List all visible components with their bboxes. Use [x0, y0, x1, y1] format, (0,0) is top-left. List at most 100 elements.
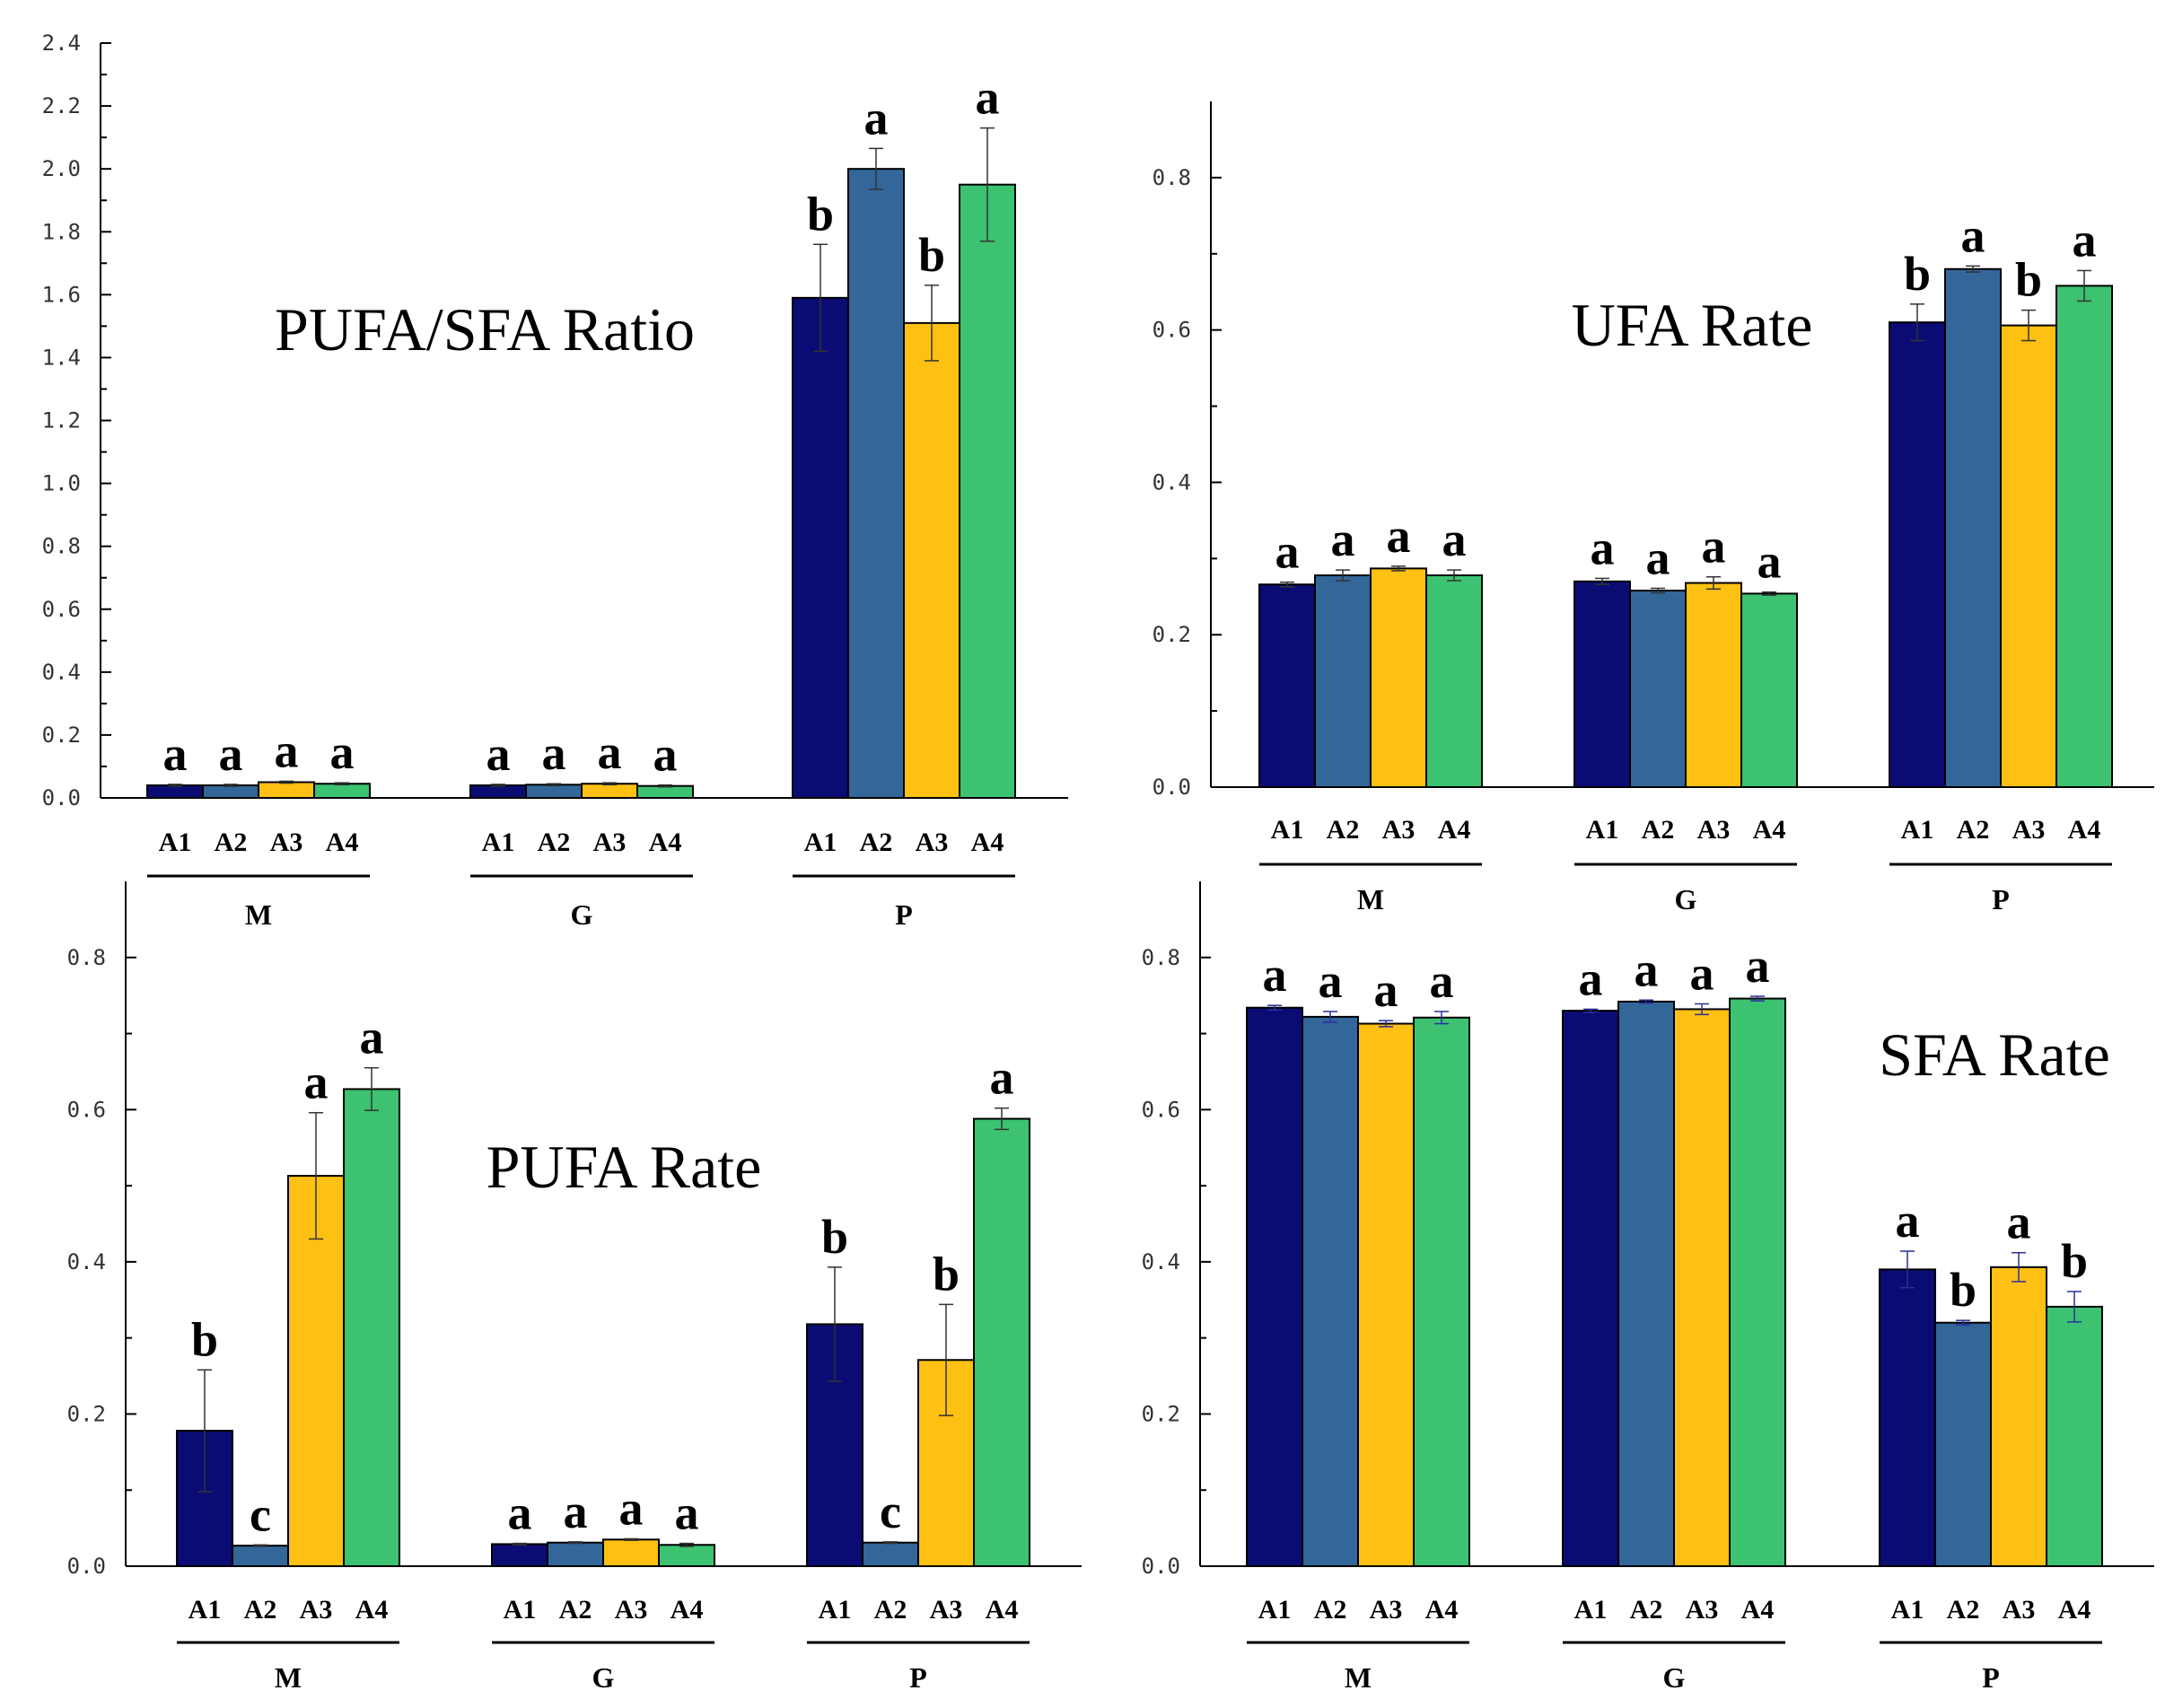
panel-title: SFA Rate	[1879, 1020, 2110, 1089]
group-label: P	[1982, 1661, 2000, 1694]
category-label: A1	[1901, 815, 1934, 845]
y-tick-label: 1.0	[42, 471, 81, 496]
category-label: A3	[593, 828, 627, 857]
significance-letter: a	[2073, 213, 2097, 267]
bar-group: a A1 a A2 a A3 a A4 G	[491, 1481, 715, 1694]
bar-group: a A1 a A2 a A3 a A4 G	[1562, 939, 1786, 1694]
bar-a4	[1729, 997, 1786, 1567]
bar-a4	[2055, 285, 2113, 789]
significance-letter: a	[976, 71, 1000, 125]
significance-letter: a	[598, 725, 622, 779]
bar-a4	[658, 1544, 715, 1567]
bar-a3	[1990, 1266, 2047, 1568]
category-label: A3	[1686, 1595, 1719, 1625]
bar-a4	[313, 783, 371, 800]
bar-a1	[469, 784, 527, 800]
significance-letter: a	[1331, 512, 1355, 566]
significance-letter: a	[304, 1055, 329, 1109]
significance-letter: b	[807, 187, 834, 241]
category-label: A1	[482, 828, 515, 857]
category-label: A1	[819, 1595, 852, 1625]
y-tick-label: 2.0	[42, 156, 81, 181]
category-label: A4	[1425, 1595, 1459, 1625]
significance-letter: a	[1374, 963, 1398, 1017]
significance-letter: c	[250, 1487, 271, 1541]
bar-a3	[1370, 567, 1427, 788]
significance-letter: a	[1430, 954, 1454, 1008]
bar-a2	[525, 784, 583, 799]
panel-title: PUFA/SFA Ratio	[275, 295, 695, 363]
bar-a4	[2046, 1305, 2103, 1568]
y-tick-label: 0.6	[67, 1097, 106, 1122]
significance-letter: a	[1961, 208, 1985, 262]
y-tick-label: 1.8	[42, 219, 81, 244]
significance-letter: a	[1635, 942, 1659, 996]
category-label: A4	[1753, 815, 1786, 845]
y-tick-label: 0.4	[42, 660, 81, 685]
category-label: A3	[1370, 1595, 1403, 1625]
bar-a4	[973, 1117, 1030, 1568]
significance-letter: b	[2015, 253, 2042, 307]
significance-letter: b	[1950, 1263, 1977, 1317]
bar-group: b A1 a A2 b A3 a A4 P	[792, 71, 1016, 931]
bar-group: b A1 a A2 b A3 a A4 P	[1889, 208, 2113, 915]
bar-a1	[792, 296, 849, 799]
y-tick-label: 1.4	[42, 345, 81, 370]
group-label: M	[1357, 883, 1384, 915]
category-label: A2	[1957, 815, 1990, 845]
bar-a1	[1246, 1006, 1303, 1567]
y-tick-label: 0.8	[67, 945, 106, 970]
y-tick-label: 0.4	[1142, 1249, 1180, 1274]
category-label: A1	[1586, 815, 1619, 845]
significance-letter: b	[821, 1210, 848, 1264]
significance-letter: a	[360, 1011, 384, 1064]
category-label: A1	[1258, 1595, 1292, 1625]
category-label: A1	[1271, 815, 1304, 845]
category-label: A2	[1947, 1595, 1980, 1625]
bar-a4	[959, 183, 1016, 799]
significance-letter: a	[1746, 939, 1770, 993]
bar-a2	[1934, 1321, 1992, 1567]
category-label: A2	[559, 1595, 592, 1625]
y-tick-label: 0.6	[1142, 1097, 1180, 1122]
significance-letter: a	[990, 1051, 1014, 1105]
bar-a3	[1685, 582, 1742, 789]
group-label: G	[592, 1661, 615, 1694]
bar-group: a A1 b A2 a A3 b A4 P	[1879, 1194, 2103, 1694]
bar-a3	[602, 1538, 660, 1567]
bar-a2	[1944, 267, 2002, 788]
significance-letter: a	[330, 725, 355, 779]
significance-letter: a	[1275, 525, 1300, 579]
bar-group: a A1 a A2 a A3 a A4 M	[1258, 509, 1483, 915]
category-label: A4	[2058, 1595, 2091, 1625]
bar-a2	[1617, 1000, 1675, 1567]
bar-a2	[547, 1541, 604, 1567]
panel-title: UFA Rate	[1572, 291, 1813, 359]
significance-letter: b	[918, 228, 945, 282]
bar-group: a A1 a A2 a A3 a A4 G	[1573, 520, 1798, 915]
bar-group: a A1 a A2 a A3 a A4 G	[469, 725, 694, 931]
significance-letter: a	[1757, 535, 1782, 589]
bar-a3	[258, 781, 315, 800]
category-label: A3	[2012, 815, 2046, 845]
significance-letter: a	[163, 727, 188, 781]
significance-letter: a	[1690, 946, 1714, 1000]
significance-letter: a	[508, 1486, 532, 1540]
significance-letter: b	[191, 1312, 218, 1366]
y-tick-label: 0.6	[1153, 318, 1191, 343]
y-tick-label: 0.6	[42, 597, 81, 622]
bar-a4	[636, 784, 694, 799]
group-label: P	[895, 898, 913, 931]
bar-a4	[1740, 592, 1798, 788]
bar-group: b A1 c A2 b A3 a A4 P	[806, 1051, 1030, 1694]
y-tick-label: 2.4	[42, 31, 81, 56]
significance-letter: a	[1702, 520, 1726, 574]
bar-a2	[232, 1545, 289, 1567]
category-label: A3	[300, 1595, 333, 1625]
bar-a4	[1425, 574, 1483, 789]
bar-a2	[847, 168, 905, 799]
category-label: A1	[1891, 1595, 1924, 1625]
category-label: A1	[804, 828, 837, 857]
bar-a1	[1879, 1268, 1936, 1568]
bar-a3	[903, 321, 960, 799]
